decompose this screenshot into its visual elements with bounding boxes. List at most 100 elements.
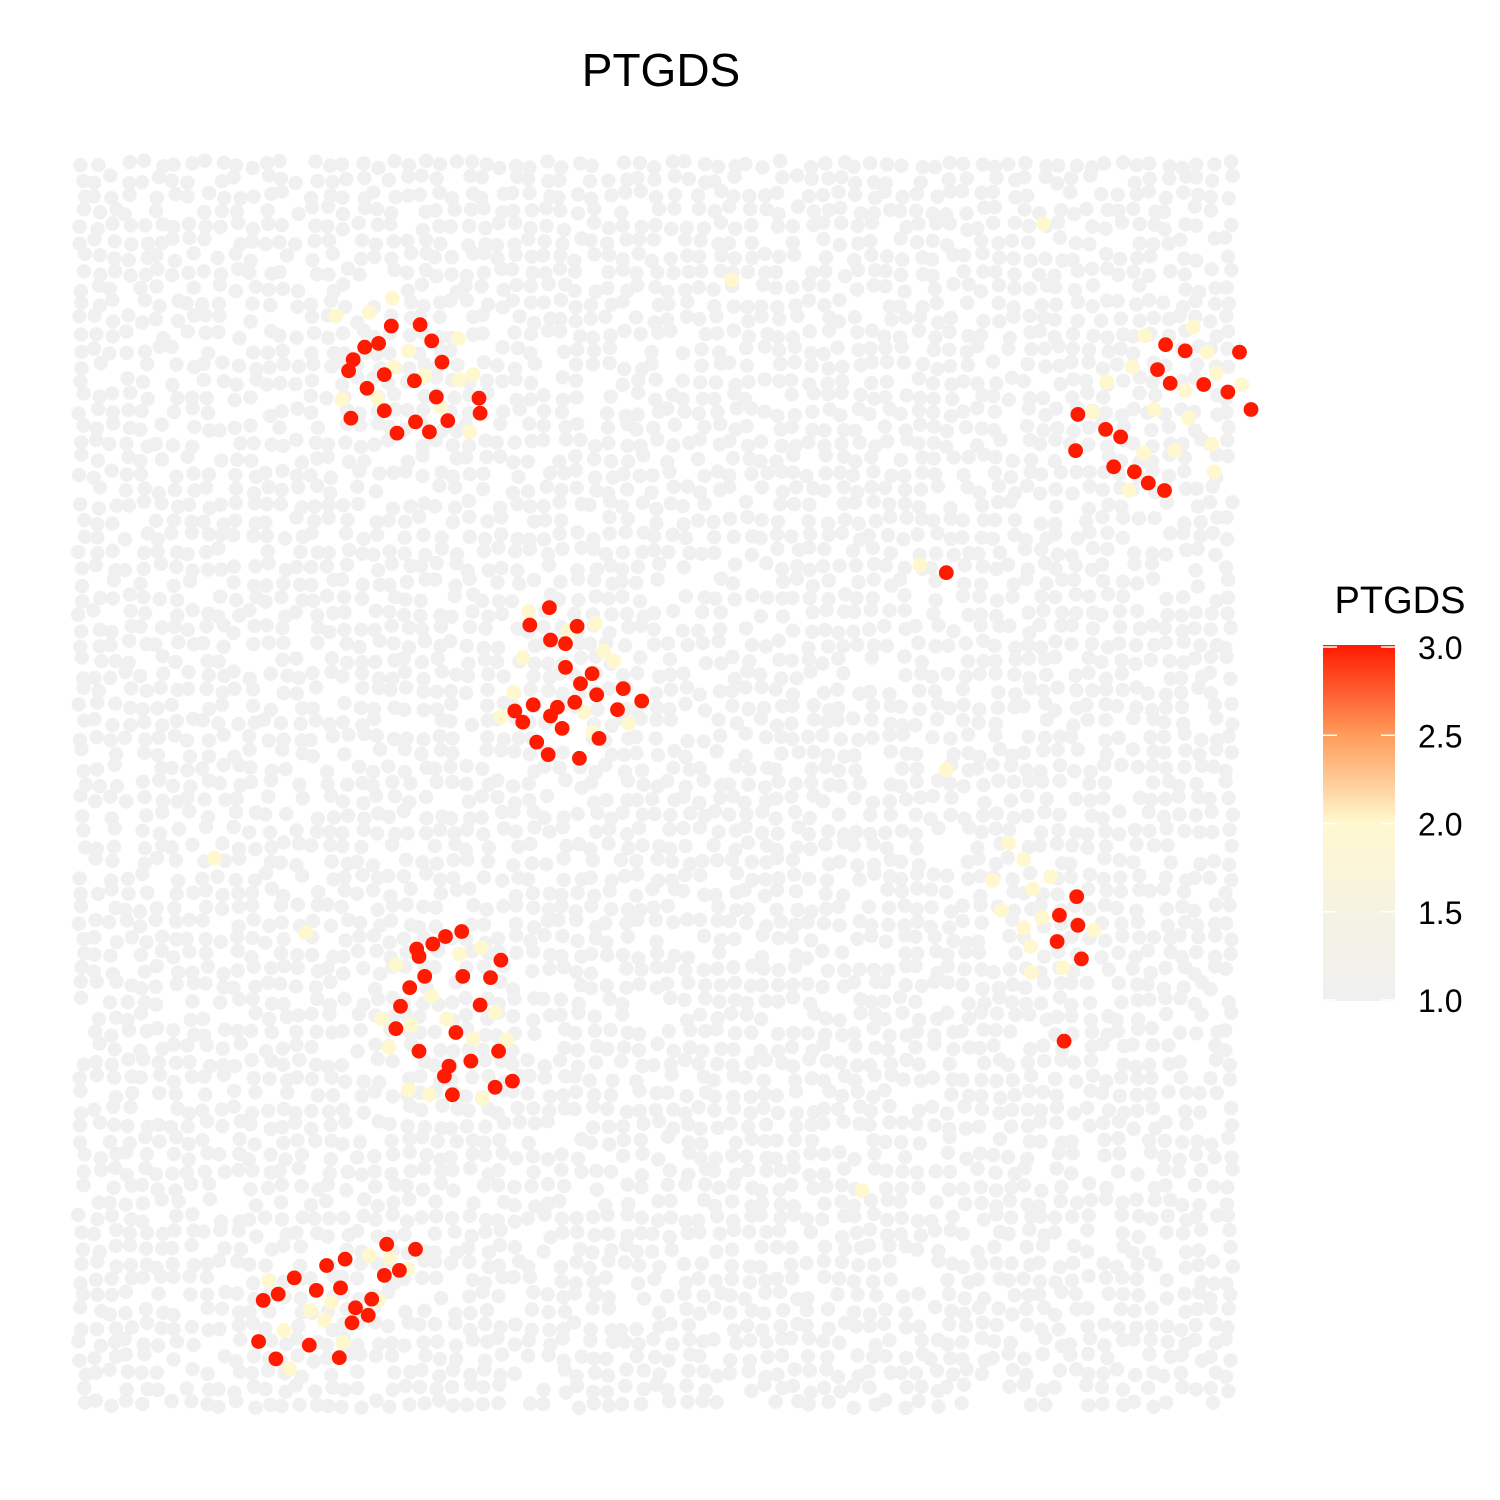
background-point [310,478,325,494]
background-point [619,606,635,622]
background-point [1082,237,1097,252]
background-point [354,233,370,248]
background-point [260,1180,276,1196]
background-point [1038,1331,1053,1346]
background-point [784,1240,799,1255]
background-point [957,1306,972,1322]
background-point [322,824,338,840]
background-point [661,1353,676,1368]
background-point [790,199,806,214]
background-point [263,825,278,840]
background-point [927,974,942,989]
background-point [184,525,199,540]
background-point [985,531,1000,546]
background-point [87,1102,102,1117]
background-point [1128,949,1143,965]
background-point [478,1224,493,1240]
background-point [553,203,568,218]
background-point [1144,1301,1159,1316]
background-point [1048,482,1063,497]
background-point [909,234,925,250]
background-point [216,373,232,389]
background-point [523,392,538,407]
background-point [710,404,725,420]
background-point [834,385,849,400]
background-point [1175,590,1191,605]
background-point [783,373,799,388]
background-point [1116,1287,1131,1302]
background-point [695,853,710,869]
background-point [481,666,496,682]
background-point [492,449,508,464]
background-point [632,232,647,247]
background-point [1022,308,1038,324]
background-point [448,1316,463,1331]
background-point [697,928,712,944]
background-point [1130,1021,1146,1036]
background-point [447,500,463,515]
background-point [925,730,940,745]
background-point [880,527,896,543]
background-point [109,778,125,794]
background-point [148,436,163,452]
background-point [569,1210,584,1226]
background-point [401,188,416,203]
background-point [799,1318,814,1334]
background-point [381,1284,396,1300]
background-point [711,712,726,727]
background-point [138,1302,153,1317]
background-point [725,451,741,466]
background-point [863,341,878,356]
background-point [369,788,384,803]
background-point [1187,903,1202,918]
background-point [909,841,924,856]
background-point [942,216,957,231]
background-point [104,191,119,206]
background-point [462,529,477,544]
background-point [740,438,756,454]
background-point [122,1238,138,1253]
background-point [832,1013,847,1028]
background-point [1173,990,1188,1006]
background-point [956,1377,972,1392]
background-point [713,263,728,279]
background-point [1070,531,1086,546]
background-point [691,451,706,467]
background-point [878,279,893,294]
background-point [801,435,816,450]
background-point [862,407,877,422]
background-point [357,200,373,216]
background-point [291,359,306,374]
background-point [784,1039,800,1055]
background-point [139,356,155,372]
background-point [667,743,682,759]
background-point [478,1119,493,1134]
background-point [697,703,712,718]
background-point [785,218,800,234]
background-point [150,532,165,547]
background-point [774,746,789,761]
background-point [180,189,195,204]
background-point [665,154,680,169]
background-point [417,633,432,649]
background-point [427,960,442,975]
background-point [817,622,833,638]
background-point [136,561,151,576]
background-point [691,623,706,639]
background-point [182,1269,197,1284]
background-point [311,620,326,635]
background-point [960,654,976,669]
background-point [427,1226,442,1241]
background-point [899,1350,914,1366]
background-point [1156,204,1172,220]
background-point [319,559,335,574]
background-point [755,804,770,819]
background-point [106,1070,122,1085]
background-point [539,479,554,494]
background-point [1172,1152,1187,1168]
background-point [211,716,226,731]
background-point [133,280,148,296]
background-point [801,641,816,656]
background-point [199,681,214,696]
background-point [1039,159,1054,174]
